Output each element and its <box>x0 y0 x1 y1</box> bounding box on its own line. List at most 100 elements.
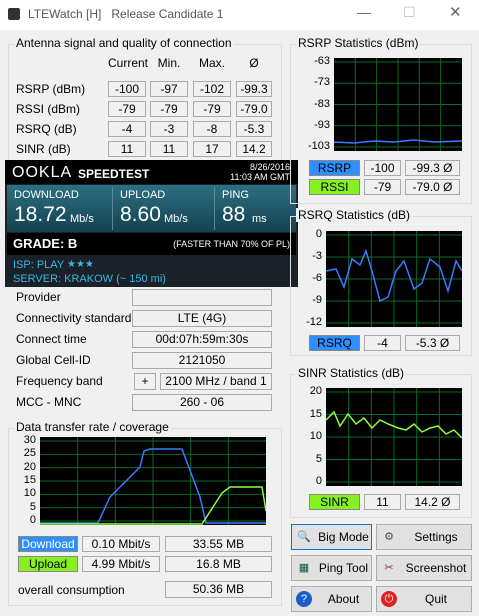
y-tick-label: 15 <box>23 474 36 486</box>
button[interactable]: Big Mode <box>291 524 372 550</box>
value-box: 2100 MHz / band 1 <box>160 373 272 390</box>
metric-value: 8.60 <box>120 203 161 226</box>
y-tick-label: 20 <box>309 385 322 397</box>
group-title: RSRP Statistics (dBm) <box>296 36 421 50</box>
row-label: RSSI (dBm) <box>16 102 81 116</box>
metrics <box>7 185 296 232</box>
value-box: -79 <box>150 101 188 117</box>
product: SPEEDTEST <box>78 167 150 181</box>
small-button[interactable]: + <box>134 373 156 390</box>
title-bar <box>0 0 479 30</box>
y-tick-label: 0 <box>315 228 322 240</box>
series-label: Download <box>18 536 78 552</box>
y-tick-label: 25 <box>23 447 36 460</box>
button-icon: ✂ <box>384 562 394 574</box>
value-box: 260 - 06 <box>132 394 272 411</box>
rate-box: 0.10 Mbit/s <box>82 536 160 552</box>
value-box: -3 <box>150 121 188 137</box>
y-tick-label: 0 <box>315 475 322 487</box>
value-box: 11 <box>108 141 146 157</box>
current-box: -4 <box>364 335 401 351</box>
graph <box>40 437 266 525</box>
average-box: -99.3 Ø <box>405 160 460 176</box>
series-label: Upload <box>18 556 78 572</box>
comparison: (FASTER THAN 70% OF PL) <box>173 239 290 249</box>
value-box: -97 <box>150 81 188 97</box>
grade: GRADE: B <box>13 236 78 251</box>
value-box: 11 <box>150 141 188 157</box>
y-tick-label: 10 <box>309 430 322 442</box>
current-box: -100 <box>364 160 401 176</box>
row-label: Frequency band <box>16 374 103 388</box>
total-box: 16.8 MB <box>165 556 272 572</box>
series-label: RSRQ <box>309 335 360 351</box>
value-box: -79.0 <box>236 101 272 117</box>
value-box: 17 <box>193 141 231 157</box>
metric-label: UPLOAD <box>120 189 166 201</box>
group-title: Data transfer rate / coverage <box>14 420 171 434</box>
button[interactable]: Screenshot <box>376 555 472 581</box>
value-box <box>132 289 272 306</box>
app-icon <box>8 8 20 20</box>
column-header: Ø <box>249 56 259 70</box>
y-tick-label: 5 <box>29 500 36 513</box>
value-box: 2121050 <box>132 352 272 369</box>
isp-rating: ★★★ <box>67 259 94 270</box>
series-label: SINR <box>309 494 360 510</box>
y-tick-label: -73 <box>314 76 330 89</box>
button-icon: ⏻ <box>381 591 397 607</box>
button-icon: 🔍 <box>297 531 311 543</box>
minimize[interactable]: — <box>357 4 371 20</box>
y-tick-label: -83 <box>314 97 330 110</box>
button-icon: ▦ <box>298 562 310 574</box>
button-icon: ⚙ <box>384 531 394 543</box>
y-tick-label: -63 <box>314 55 330 67</box>
divider <box>214 187 215 230</box>
row-label: Connect time <box>16 332 87 346</box>
grade-bar <box>7 233 296 255</box>
graph <box>326 388 462 486</box>
button[interactable]: Settings <box>376 524 472 550</box>
button[interactable]: Ping Tool <box>291 555 372 581</box>
date: 8/26/2016 <box>249 162 290 172</box>
metric-unit: Mb/s <box>70 213 94 225</box>
y-tick-label: -12 <box>306 316 322 328</box>
current-box: 11 <box>364 494 401 510</box>
average-box: -79.0 Ø <box>405 179 460 195</box>
value-box: -102 <box>193 81 231 97</box>
value-box: -99.3 <box>236 81 272 97</box>
button-icon: ? <box>296 591 312 607</box>
value-box: -100 <box>108 81 146 97</box>
y-tick-label: -103 <box>307 140 330 152</box>
row-label: MCC - MNC <box>16 395 82 409</box>
metric-unit: Mb/s <box>164 213 188 225</box>
value-box: 00d:07h:59m:30s <box>132 331 272 348</box>
value-box: -5.3 <box>236 121 272 137</box>
row-label: Connectivity standard <box>16 311 132 325</box>
metric-label: PING <box>222 189 249 201</box>
graph <box>326 231 462 327</box>
average-box: 14.2 Ø <box>405 494 460 510</box>
rate-box: 4.99 Mbit/s <box>82 556 160 572</box>
metric-unit: ms <box>252 213 267 225</box>
series-label: RSSI <box>309 179 360 195</box>
row-label: RSRQ (dB) <box>16 122 77 136</box>
y-tick-label: -93 <box>314 118 330 131</box>
divider <box>112 187 113 230</box>
y-tick-label: 30 <box>23 434 36 446</box>
group-title: RSRQ Statistics (dB) <box>296 208 413 222</box>
y-tick-label: -6 <box>312 272 322 284</box>
isp: ISP: PLAY <box>13 259 65 271</box>
maximize[interactable]: ☐ <box>403 4 416 20</box>
average-box: -5.3 Ø <box>405 335 460 351</box>
value-box: 14.2 <box>236 141 272 157</box>
graph <box>334 58 462 151</box>
server: SERVER: KRAKOW (~ 150 mi) <box>13 273 166 285</box>
value-box: -4 <box>108 121 146 137</box>
brand: OOKLA <box>12 164 73 181</box>
y-tick-label: -9 <box>312 294 322 306</box>
group-title: Antenna signal and quality of connection <box>14 36 234 50</box>
row-label: Global Cell-ID <box>16 353 91 367</box>
close[interactable]: ✕ <box>449 4 462 21</box>
